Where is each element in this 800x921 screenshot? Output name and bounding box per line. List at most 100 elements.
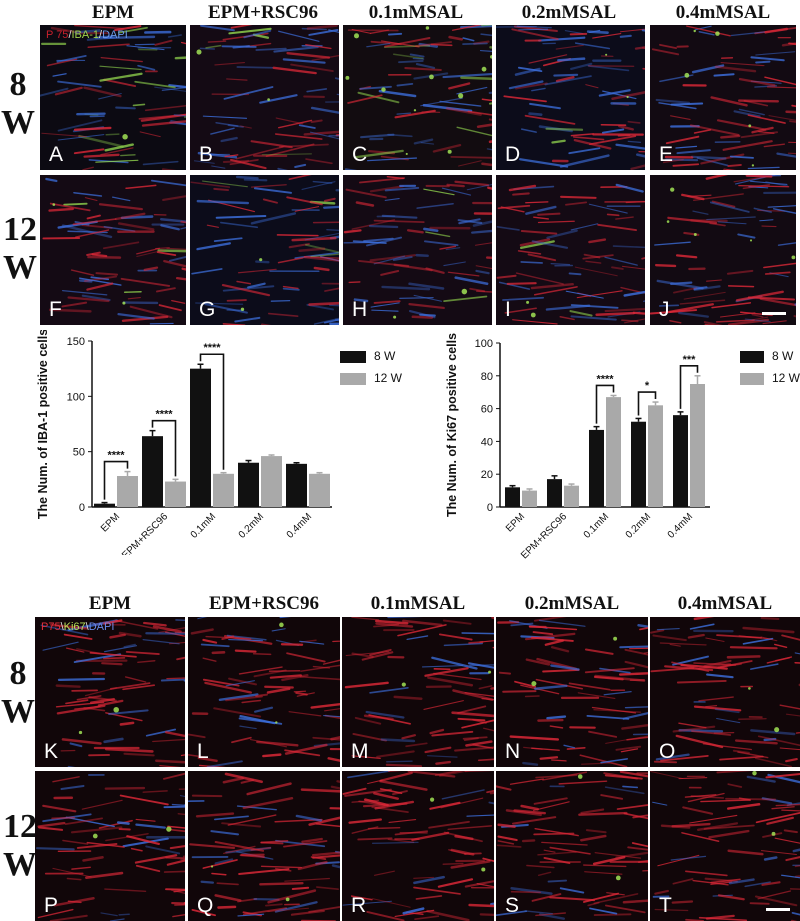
fiber-stroke bbox=[347, 771, 390, 779]
fiber-stroke bbox=[288, 242, 310, 249]
fiber-stroke bbox=[654, 241, 691, 246]
fiber-stroke bbox=[205, 44, 222, 49]
x-tick-label: 0.4mM bbox=[666, 511, 695, 540]
marker-dot bbox=[413, 109, 417, 112]
fiber-stroke bbox=[683, 291, 726, 300]
fiber-stroke bbox=[119, 794, 169, 806]
fiber-stroke bbox=[698, 31, 715, 36]
fiber-stroke bbox=[265, 143, 315, 158]
fiber-stroke bbox=[670, 102, 704, 106]
fiber-stroke bbox=[76, 695, 102, 701]
fiber-stroke bbox=[373, 623, 400, 628]
fiber-stroke bbox=[698, 916, 748, 921]
fiber-stroke bbox=[580, 834, 607, 842]
fiber-stroke bbox=[143, 621, 167, 627]
micrograph-panel-b: B bbox=[190, 25, 339, 170]
fiber-stroke bbox=[624, 648, 648, 656]
fiber-stroke bbox=[550, 263, 571, 266]
stain-sep: \ bbox=[85, 621, 89, 633]
marker-dot bbox=[166, 826, 172, 832]
fiber-stroke bbox=[755, 811, 800, 824]
fluorescence-texture bbox=[496, 771, 648, 920]
fiber-stroke bbox=[772, 208, 796, 214]
x-tick-label: 0.2mM bbox=[624, 511, 653, 540]
fiber-stroke bbox=[81, 799, 123, 810]
scale-bar bbox=[762, 312, 786, 315]
legend-item-8w: 8 W bbox=[740, 345, 800, 367]
fiber-stroke bbox=[476, 290, 492, 293]
fiber-stroke bbox=[408, 282, 445, 290]
fiber-stroke bbox=[424, 746, 452, 754]
marker-dot bbox=[353, 33, 360, 39]
fiber-stroke bbox=[272, 66, 317, 75]
stain-p75: P 75 bbox=[46, 29, 69, 41]
fiber-stroke bbox=[172, 913, 185, 918]
fiber-stroke bbox=[99, 65, 142, 71]
fiber-stroke bbox=[193, 160, 215, 164]
fluorescence-texture bbox=[193, 25, 339, 170]
fiber-stroke bbox=[630, 164, 645, 170]
significance-label: **** bbox=[155, 409, 173, 421]
fiber-stroke bbox=[791, 911, 800, 916]
fiber-stroke bbox=[466, 814, 494, 817]
fluorescence-texture bbox=[650, 771, 800, 921]
fiber-stroke bbox=[497, 840, 515, 845]
y-tick-label: 20 bbox=[481, 469, 493, 481]
fiber-stroke bbox=[735, 290, 784, 302]
fiber-stroke bbox=[204, 681, 252, 694]
fiber-stroke bbox=[586, 30, 609, 34]
fiber-stroke bbox=[64, 817, 103, 825]
fiber-stroke bbox=[462, 42, 488, 45]
fiber-stroke bbox=[227, 814, 277, 826]
micrograph-panel-o: O bbox=[650, 617, 800, 767]
fiber-stroke bbox=[217, 905, 237, 909]
fiber-stroke bbox=[462, 736, 488, 740]
fiber-stroke bbox=[658, 304, 680, 307]
fiber-stroke bbox=[574, 266, 618, 277]
fiber-stroke bbox=[675, 734, 724, 749]
fiber-stroke bbox=[328, 29, 339, 34]
fiber-stroke bbox=[496, 844, 522, 848]
fiber-stroke bbox=[473, 40, 490, 45]
fiber-stroke bbox=[709, 201, 750, 213]
fiber-stroke bbox=[793, 315, 796, 318]
fiber-stroke bbox=[415, 253, 429, 258]
fiber-stroke bbox=[306, 88, 328, 93]
fiber-stroke bbox=[238, 717, 283, 725]
tissue-texture bbox=[40, 175, 186, 325]
fiber-stroke bbox=[273, 45, 319, 53]
fiber-stroke bbox=[598, 89, 631, 97]
fiber-stroke bbox=[476, 123, 492, 129]
fluorescence-texture bbox=[344, 617, 494, 767]
fiber-stroke bbox=[65, 699, 89, 705]
fiber-stroke bbox=[454, 180, 490, 187]
row-label-week: W bbox=[1, 693, 35, 730]
marker-dot bbox=[748, 124, 752, 128]
panel-letter: E bbox=[659, 143, 674, 166]
x-tick-label: EPM+RSC96 bbox=[519, 511, 569, 561]
fiber-stroke bbox=[508, 80, 544, 90]
fiber-stroke bbox=[675, 254, 698, 259]
fiber-stroke bbox=[488, 140, 492, 144]
fiber-stroke bbox=[502, 296, 545, 301]
fiber-stroke bbox=[472, 220, 492, 227]
fiber-stroke bbox=[766, 86, 796, 89]
fiber-stroke bbox=[754, 85, 778, 88]
fiber-stroke bbox=[308, 816, 340, 826]
fiber-stroke bbox=[104, 645, 138, 653]
fiber-stroke bbox=[97, 699, 124, 707]
fiber-stroke bbox=[301, 181, 336, 190]
fiber-stroke bbox=[446, 183, 465, 188]
fiber-stroke bbox=[357, 837, 393, 841]
fiber-stroke bbox=[169, 845, 185, 850]
fiber-stroke bbox=[188, 733, 206, 739]
fiber-stroke bbox=[240, 779, 255, 784]
fiber-stroke bbox=[48, 308, 92, 313]
fiber-stroke bbox=[401, 734, 417, 740]
fiber-stroke bbox=[762, 320, 787, 325]
x-tick-label: 0.1mM bbox=[189, 511, 218, 540]
fiber-stroke bbox=[310, 106, 339, 114]
fiber-stroke bbox=[510, 890, 541, 894]
fiber-stroke bbox=[295, 814, 323, 822]
fiber-stroke bbox=[679, 299, 726, 305]
